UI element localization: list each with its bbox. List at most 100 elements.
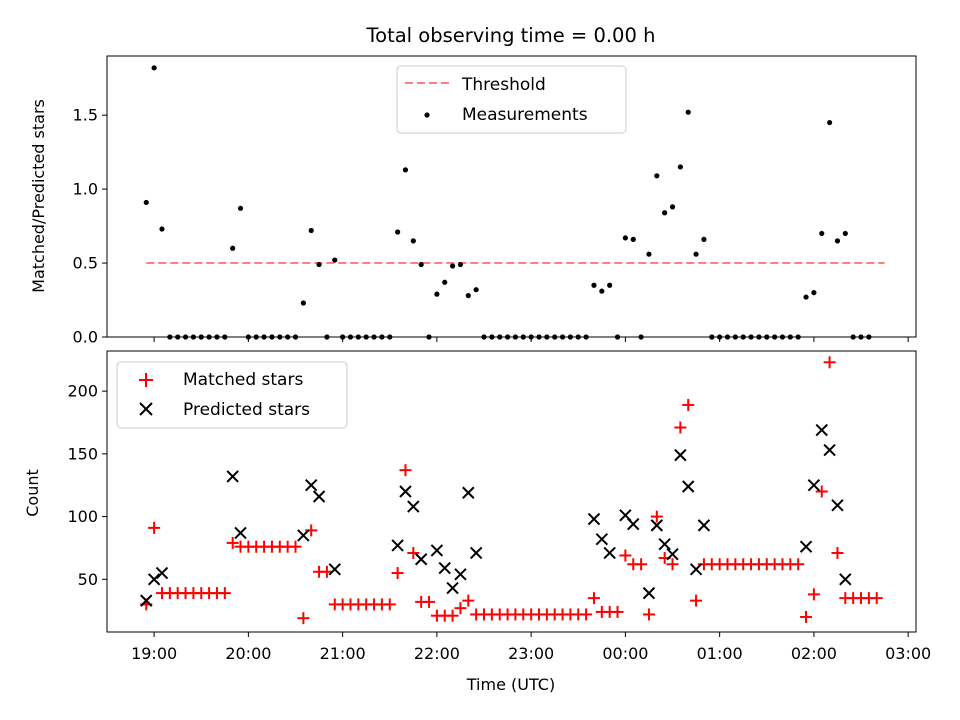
measurement-point — [410, 238, 416, 244]
x-tick-label: 03:00 — [885, 644, 931, 663]
top-y-tick-label: 0.5 — [73, 254, 98, 273]
predicted-star-point — [674, 448, 687, 462]
predicted-star-point — [823, 443, 836, 457]
predicted-star-point — [140, 594, 153, 607]
measurement-point — [300, 300, 306, 306]
chart-title: Total observing time = 0.00 h — [366, 24, 656, 47]
matched-star-point — [462, 594, 475, 607]
measurement-point — [693, 251, 699, 257]
predicted-star-point — [414, 553, 428, 566]
top-y-axis-label: Matched/Predicted stars — [29, 99, 48, 293]
legend-threshold-label: Threshold — [461, 75, 546, 95]
measurement-point — [308, 227, 314, 234]
top-legend: Threshold Measurements — [396, 65, 627, 134]
measurement-point — [591, 282, 597, 288]
x-tick-label: 22:00 — [414, 644, 460, 663]
x-axis-label: Time (UTC) — [466, 675, 555, 694]
bottom-axes-frame — [106, 350, 917, 633]
top-panel: Total observing time = 0.00 h Matched/Pr… — [29, 24, 917, 347]
matched-star-point — [446, 609, 459, 622]
measurement-point — [669, 204, 676, 210]
bottom-y-axis-label: Count — [23, 469, 42, 517]
legend-measurements-label: Measurements — [462, 105, 588, 125]
matched-star-point — [792, 558, 805, 571]
x-tick-label: 01:00 — [697, 644, 743, 663]
matched-star-point — [642, 608, 655, 621]
measurement-point — [402, 167, 409, 173]
matched-star-point — [423, 595, 436, 608]
matched-star-point — [148, 521, 161, 534]
top-axes-frame — [106, 55, 917, 338]
measurement-point — [599, 288, 605, 294]
predicted-star-point — [627, 517, 640, 531]
bottom-y-tick-label: 100 — [67, 507, 98, 526]
top-y-tick-label: 0.0 — [73, 328, 98, 347]
measurement-point — [819, 230, 825, 237]
top-legend-box — [396, 65, 627, 134]
measurement-point — [473, 287, 479, 293]
matched-star-point — [226, 536, 239, 549]
measurement-point — [811, 290, 817, 296]
matched-star-point — [454, 602, 467, 615]
measurement-point — [395, 229, 401, 235]
measurement-point — [316, 261, 322, 268]
matched-star-point — [218, 587, 231, 600]
predicted-star-point — [155, 566, 169, 580]
top-y-tick-label: 1.5 — [73, 106, 98, 125]
bottom-y-tick-label: 150 — [67, 444, 98, 463]
predicted-star-point — [689, 563, 703, 576]
measurement-point — [607, 282, 613, 288]
measurement-point — [457, 261, 464, 268]
x-tick-label: 02:00 — [791, 644, 837, 663]
matched-star-point — [580, 608, 593, 621]
x-tick-label: 20:00 — [225, 644, 271, 663]
predicted-star-point — [807, 479, 821, 492]
bottom-y-axis-ticks: 50 100 150 200 — [67, 382, 107, 589]
measurement-point — [677, 164, 683, 170]
measurement-point — [701, 236, 707, 242]
predicted-star-point — [399, 485, 412, 498]
predicted-star-point — [642, 586, 656, 600]
x-tick-label: 19:00 — [131, 644, 177, 663]
predicted-star-point — [658, 537, 671, 551]
measurement-point — [685, 109, 691, 115]
matched-star-point — [682, 398, 695, 411]
predicted-star-point — [469, 546, 483, 560]
measurement-point — [803, 294, 809, 300]
legend-predicted-label: Predicted stars — [183, 400, 310, 420]
matched-star-point — [611, 605, 624, 618]
matched-star-point — [619, 549, 632, 562]
predicted-star-point — [815, 423, 828, 437]
measurement-point — [630, 236, 636, 242]
measurement-point — [332, 257, 338, 263]
legend-matched-swatch — [139, 373, 153, 387]
predicted-star-point — [297, 529, 310, 542]
predicted-star-point — [226, 470, 239, 483]
measurement-point — [465, 292, 471, 299]
legend-measurements-swatch — [424, 112, 430, 118]
matched-star-point — [297, 612, 310, 625]
matched-star-point — [870, 592, 883, 605]
matched-star-point — [831, 546, 844, 559]
matched-star-point — [815, 485, 828, 498]
matched-star-point — [635, 558, 648, 571]
predicted-star-point — [430, 544, 444, 557]
predicted-star-point — [462, 486, 475, 499]
measurement-point — [143, 199, 149, 206]
legend-predicted-swatch — [139, 402, 153, 416]
matched-star-point — [800, 610, 813, 623]
measurement-point — [654, 173, 660, 179]
matched-star-point — [674, 421, 687, 434]
matched-star-point — [666, 558, 679, 571]
matched-star-point — [407, 546, 420, 559]
bottom-y-tick-label: 200 — [67, 382, 98, 401]
matched-star-point — [587, 592, 600, 605]
predicted-star-point — [407, 500, 420, 513]
matched-star-point — [690, 594, 703, 607]
bottom-plot-area — [140, 356, 883, 625]
x-tick-label: 21:00 — [320, 644, 366, 663]
measurement-point — [418, 261, 424, 268]
matched-star-point — [399, 464, 412, 477]
measurement-point — [442, 279, 448, 285]
